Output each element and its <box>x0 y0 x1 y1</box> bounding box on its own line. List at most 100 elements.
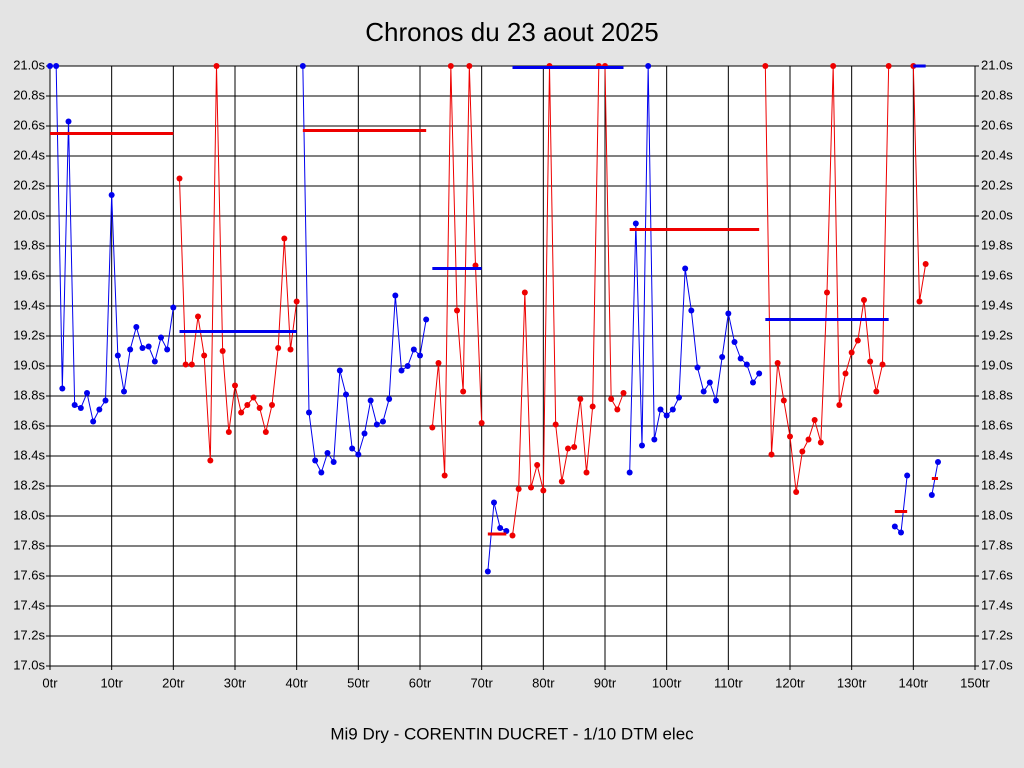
lap-point <box>682 265 689 272</box>
lap-point <box>256 405 263 411</box>
lap-point <box>219 348 226 354</box>
lap-point <box>318 469 325 476</box>
lap-point <box>53 63 60 69</box>
lap-point <box>558 478 565 485</box>
x-axis-label: Mi9 Dry - CORENTIN DUCRET - 1/10 DTM ele… <box>330 724 694 743</box>
lap-point <box>410 346 417 353</box>
lap-point <box>59 385 66 392</box>
lap-point <box>127 346 134 353</box>
lap-point <box>238 409 245 416</box>
x-tick-label: 0tr <box>42 675 58 690</box>
lap-point <box>737 355 744 362</box>
lap-point <box>867 358 874 365</box>
lap-point <box>614 406 621 413</box>
lap-point <box>164 346 171 353</box>
lap-point <box>669 406 676 413</box>
lap-point <box>225 429 232 435</box>
lap-point <box>213 63 220 69</box>
y2-tick-label: 17.8s <box>981 537 1013 552</box>
y-tick-label: 18.8s <box>13 387 45 402</box>
lap-point <box>922 261 929 267</box>
lap-point <box>676 394 682 401</box>
x-tick-label: 30tr <box>224 675 247 690</box>
lap-point <box>380 418 386 425</box>
x-tick-label: 120tr <box>775 675 805 690</box>
y-tick-label: 18.2s <box>13 477 45 492</box>
lap-point <box>460 388 467 395</box>
y2-tick-label: 18.2s <box>981 477 1013 492</box>
lap-point <box>620 390 627 396</box>
lap-point <box>386 396 393 402</box>
lap-point <box>330 459 337 465</box>
y-tick-label: 17.8s <box>13 537 45 552</box>
y-tick-label: 17.6s <box>13 567 45 582</box>
lap-point <box>928 492 935 498</box>
lap-point <box>793 489 800 495</box>
lap-point <box>90 418 97 425</box>
lap-point <box>817 439 824 446</box>
lap-point <box>491 499 497 506</box>
lap-point <box>583 469 590 476</box>
y2-tick-label: 20.8s <box>981 87 1013 102</box>
lap-point <box>836 402 843 408</box>
lap-point <box>441 472 448 479</box>
lap-point <box>349 445 356 452</box>
y-tick-label: 19.0s <box>13 357 45 372</box>
lap-point <box>805 436 812 443</box>
y2-tick-label: 19.8s <box>981 237 1013 252</box>
lap-point <box>176 175 183 182</box>
lap-point <box>281 235 288 242</box>
lap-point <box>799 448 806 455</box>
x-tick-label: 100tr <box>652 675 682 690</box>
lap-point <box>287 346 294 353</box>
y2-tick-label: 20.6s <box>981 117 1013 132</box>
lap-point <box>343 391 349 398</box>
lap-point <box>577 396 584 402</box>
y2-tick-label: 21.0s <box>981 57 1013 72</box>
lap-point <box>336 367 343 374</box>
lap-point <box>935 459 941 465</box>
lap-point <box>355 451 362 458</box>
x-tick-label: 10tr <box>100 675 123 690</box>
x-tick-label: 70tr <box>470 675 493 690</box>
lap-point <box>651 436 658 443</box>
x-tick-label: 140tr <box>899 675 929 690</box>
lap-point <box>756 370 763 377</box>
lap-point <box>509 532 516 539</box>
lap-point <box>77 405 84 411</box>
lap-point <box>170 304 177 311</box>
y2-tick-label: 19.6s <box>981 267 1013 282</box>
y2-tick-label: 20.2s <box>981 177 1013 192</box>
lap-point <box>632 220 639 227</box>
lap-point <box>873 388 880 395</box>
x-tick-label: 50tr <box>347 675 370 690</box>
lap-point <box>848 349 855 356</box>
lap-point <box>201 352 208 359</box>
y2-tick-label: 18.0s <box>981 507 1013 522</box>
lap-point <box>299 63 306 69</box>
lap-line <box>629 65 760 473</box>
lap-point <box>879 361 886 368</box>
y-tick-label: 19.4s <box>13 297 45 312</box>
lap-point <box>639 442 645 449</box>
lap-point <box>528 484 534 491</box>
y-tick-label: 17.0s <box>13 657 45 672</box>
lap-point <box>750 379 756 386</box>
lap-point <box>861 297 867 303</box>
y-tick-label: 19.2s <box>13 327 45 342</box>
y-tick-label: 17.2s <box>13 627 45 642</box>
y2-tick-label: 19.2s <box>981 327 1013 342</box>
y-tick-label: 20.6s <box>13 117 45 132</box>
lap-point <box>515 486 522 492</box>
lap-point <box>898 529 904 536</box>
lap-point <box>719 354 726 360</box>
lap-point <box>552 421 559 428</box>
lap-point <box>663 412 670 419</box>
lap-point <box>404 363 411 369</box>
y-tick-label: 19.8s <box>13 237 45 252</box>
lap-point <box>121 388 127 395</box>
lap-point <box>102 397 109 404</box>
lap-point <box>768 451 775 458</box>
